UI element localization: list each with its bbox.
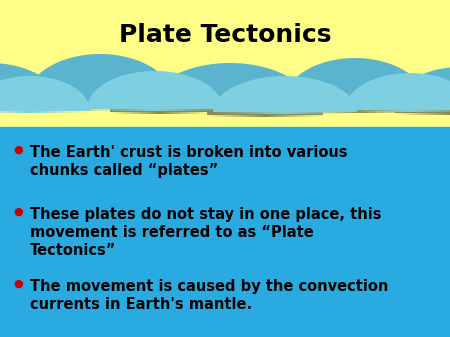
Bar: [0, 127, 450, 337]
Text: ●: ●: [13, 145, 23, 155]
Polygon shape: [150, 63, 310, 109]
Text: These plates do not stay in one place, this
movement is referred to as “Plate
Te: These plates do not stay in one place, t…: [30, 207, 382, 258]
Polygon shape: [345, 73, 450, 112]
Polygon shape: [0, 76, 90, 113]
Text: ●: ●: [13, 207, 23, 217]
Polygon shape: [305, 81, 415, 113]
Polygon shape: [283, 58, 427, 106]
Text: The Earth' crust is broken into various
chunks called “plates”: The Earth' crust is broken into various …: [30, 145, 347, 178]
Polygon shape: [207, 81, 323, 117]
Text: ●: ●: [13, 279, 23, 289]
Text: The movement is caused by the convection
currents in Earth's mantle.: The movement is caused by the convection…: [30, 279, 388, 312]
Polygon shape: [395, 67, 450, 109]
Polygon shape: [110, 84, 210, 114]
Polygon shape: [87, 71, 223, 111]
Polygon shape: [395, 83, 450, 115]
Polygon shape: [25, 54, 175, 104]
Text: Plate Tectonics: Plate Tectonics: [119, 23, 331, 47]
Polygon shape: [0, 63, 60, 107]
Bar: [0, 137, 450, 337]
Polygon shape: [213, 76, 357, 114]
Polygon shape: [0, 77, 110, 111]
